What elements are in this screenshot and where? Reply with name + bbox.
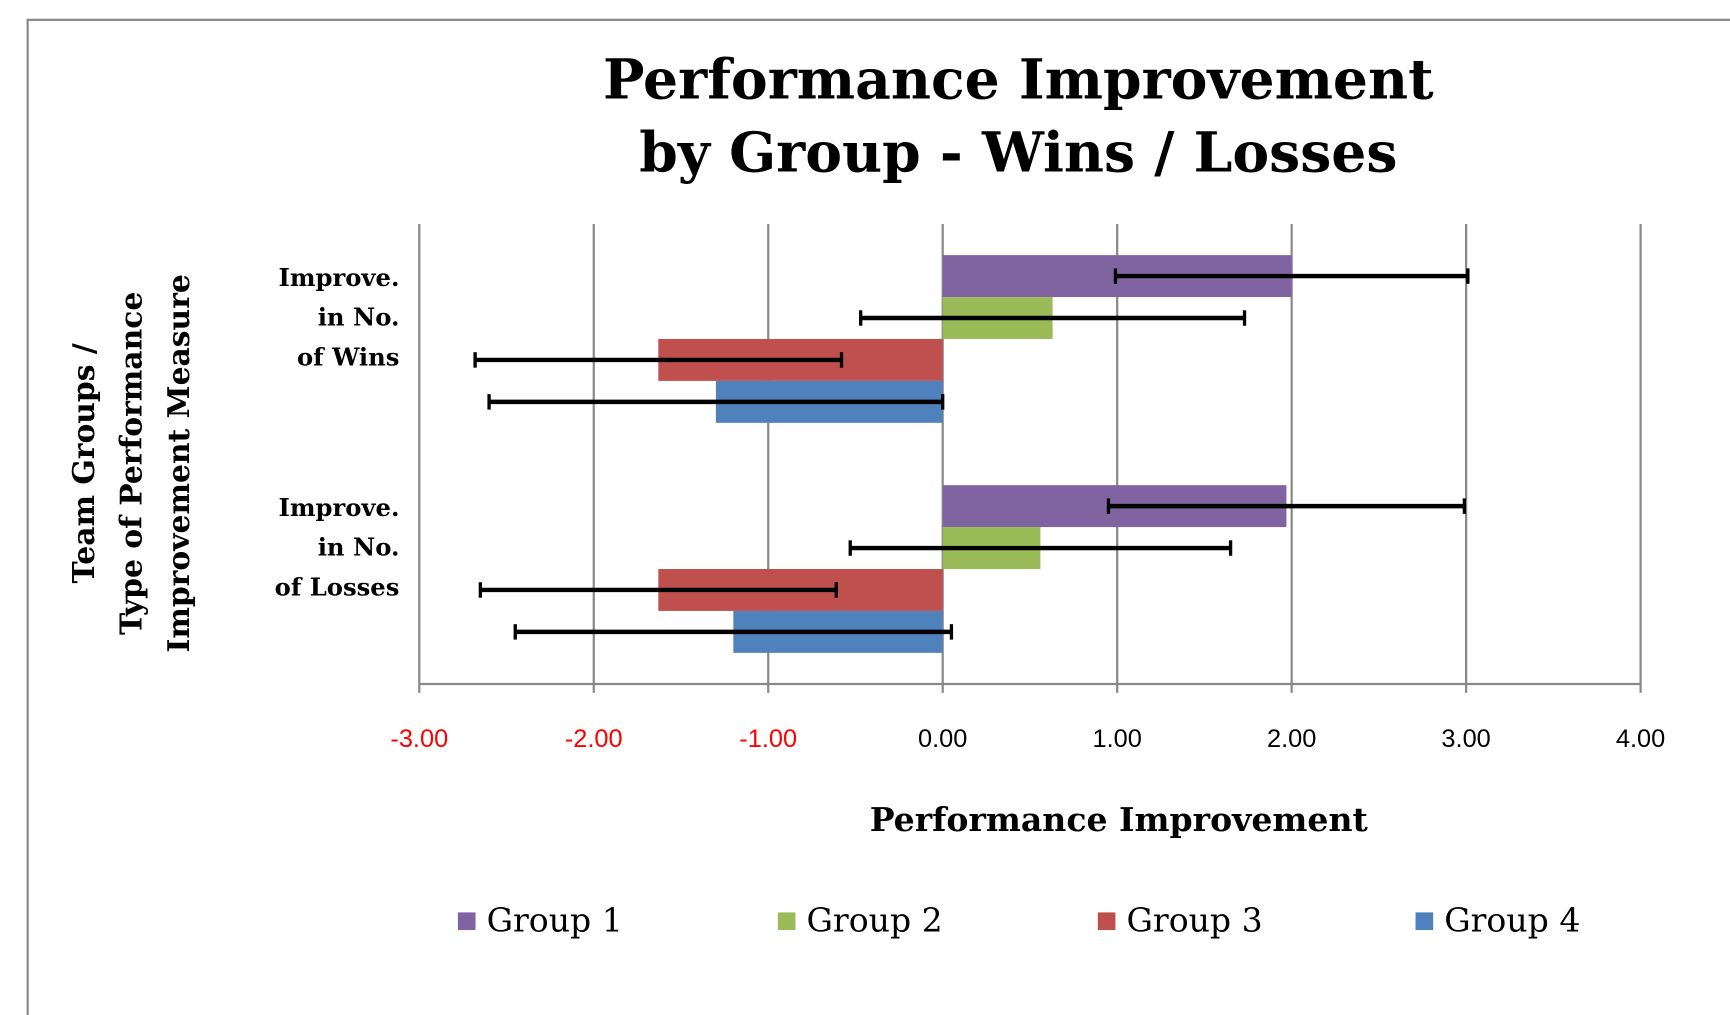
x-tick-label: 2.00 <box>1267 725 1316 753</box>
y-tick-label: of Wins <box>297 342 399 371</box>
x-tick-label: 3.00 <box>1441 725 1490 753</box>
y-tick-label: Improve. <box>278 493 399 522</box>
legend-marker <box>1097 912 1116 931</box>
legend-marker <box>777 912 796 931</box>
y-axis-label: Improvement Measure <box>162 274 197 652</box>
legend-marker <box>1415 912 1434 931</box>
x-tick-label: 4.00 <box>1616 725 1665 753</box>
y-axis-label: Type of Performance <box>115 292 150 635</box>
x-tick-label: 1.00 <box>1092 725 1141 753</box>
legend-marker <box>457 912 476 931</box>
x-tick-label: -2.00 <box>565 725 623 753</box>
y-tick-label: Improve. <box>278 263 399 292</box>
x-axis-label: Performance Improvement <box>870 800 1369 839</box>
legend-label: Group 1 <box>487 900 623 939</box>
x-tick-label: 0.00 <box>918 725 967 753</box>
legend-label: Group 2 <box>807 900 943 939</box>
y-tick-label: of Losses <box>275 572 400 601</box>
legend-label: Group 3 <box>1126 900 1262 939</box>
chart-border <box>26 18 1730 1015</box>
y-axis-label: Team Groups / <box>67 343 102 583</box>
x-tick-label: -1.00 <box>739 725 797 753</box>
chart-title: Performance Improvement <box>603 48 1434 113</box>
legend-label: Group 4 <box>1444 900 1580 939</box>
x-tick-label: -3.00 <box>390 725 448 753</box>
chart-title: by Group - Wins / Losses <box>639 120 1397 185</box>
y-tick-label: in No. <box>318 303 400 332</box>
y-tick-label: in No. <box>318 533 400 562</box>
